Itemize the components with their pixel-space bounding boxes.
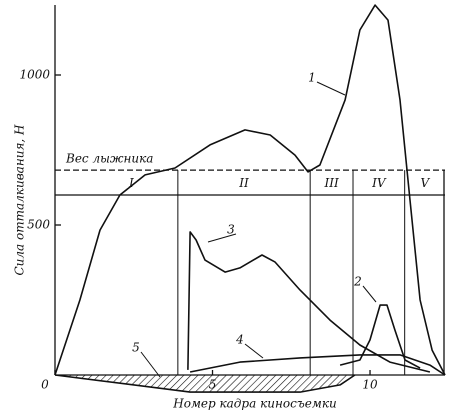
x-axis-label: Номер кадра киносъемки xyxy=(172,397,337,411)
curve-label: 1 xyxy=(308,71,316,85)
curve-label-leader xyxy=(362,285,377,303)
curve-label: 4 xyxy=(235,333,244,347)
y-tick-label: 1000 xyxy=(19,68,50,82)
phase-label: II xyxy=(238,176,249,190)
curve xyxy=(54,4,446,376)
x-tick-label: 10 xyxy=(362,378,378,392)
curve-label-leader xyxy=(244,343,264,359)
y-tick-label: 500 xyxy=(27,218,50,232)
y-axis-label: Сила отталкивания, Н xyxy=(13,124,27,276)
curve-label-leader xyxy=(207,233,237,243)
curve xyxy=(189,354,446,376)
x-tick-label: 0 xyxy=(41,378,49,392)
curve xyxy=(54,374,356,393)
curve-label-leader xyxy=(316,81,346,96)
curve-label: 2 xyxy=(353,275,362,289)
phase-label: I xyxy=(128,176,134,190)
curve-label: 3 xyxy=(227,223,235,237)
phase-label: III xyxy=(323,176,338,190)
reference-label: Вес лыжника xyxy=(65,152,153,166)
curve xyxy=(187,231,431,373)
phase-label: V xyxy=(421,176,431,190)
phase-label: IV xyxy=(371,176,387,190)
hatched-area xyxy=(55,375,355,393)
curve-label: 5 xyxy=(132,341,140,355)
curve xyxy=(339,304,421,369)
curve-label-leader xyxy=(140,351,161,378)
